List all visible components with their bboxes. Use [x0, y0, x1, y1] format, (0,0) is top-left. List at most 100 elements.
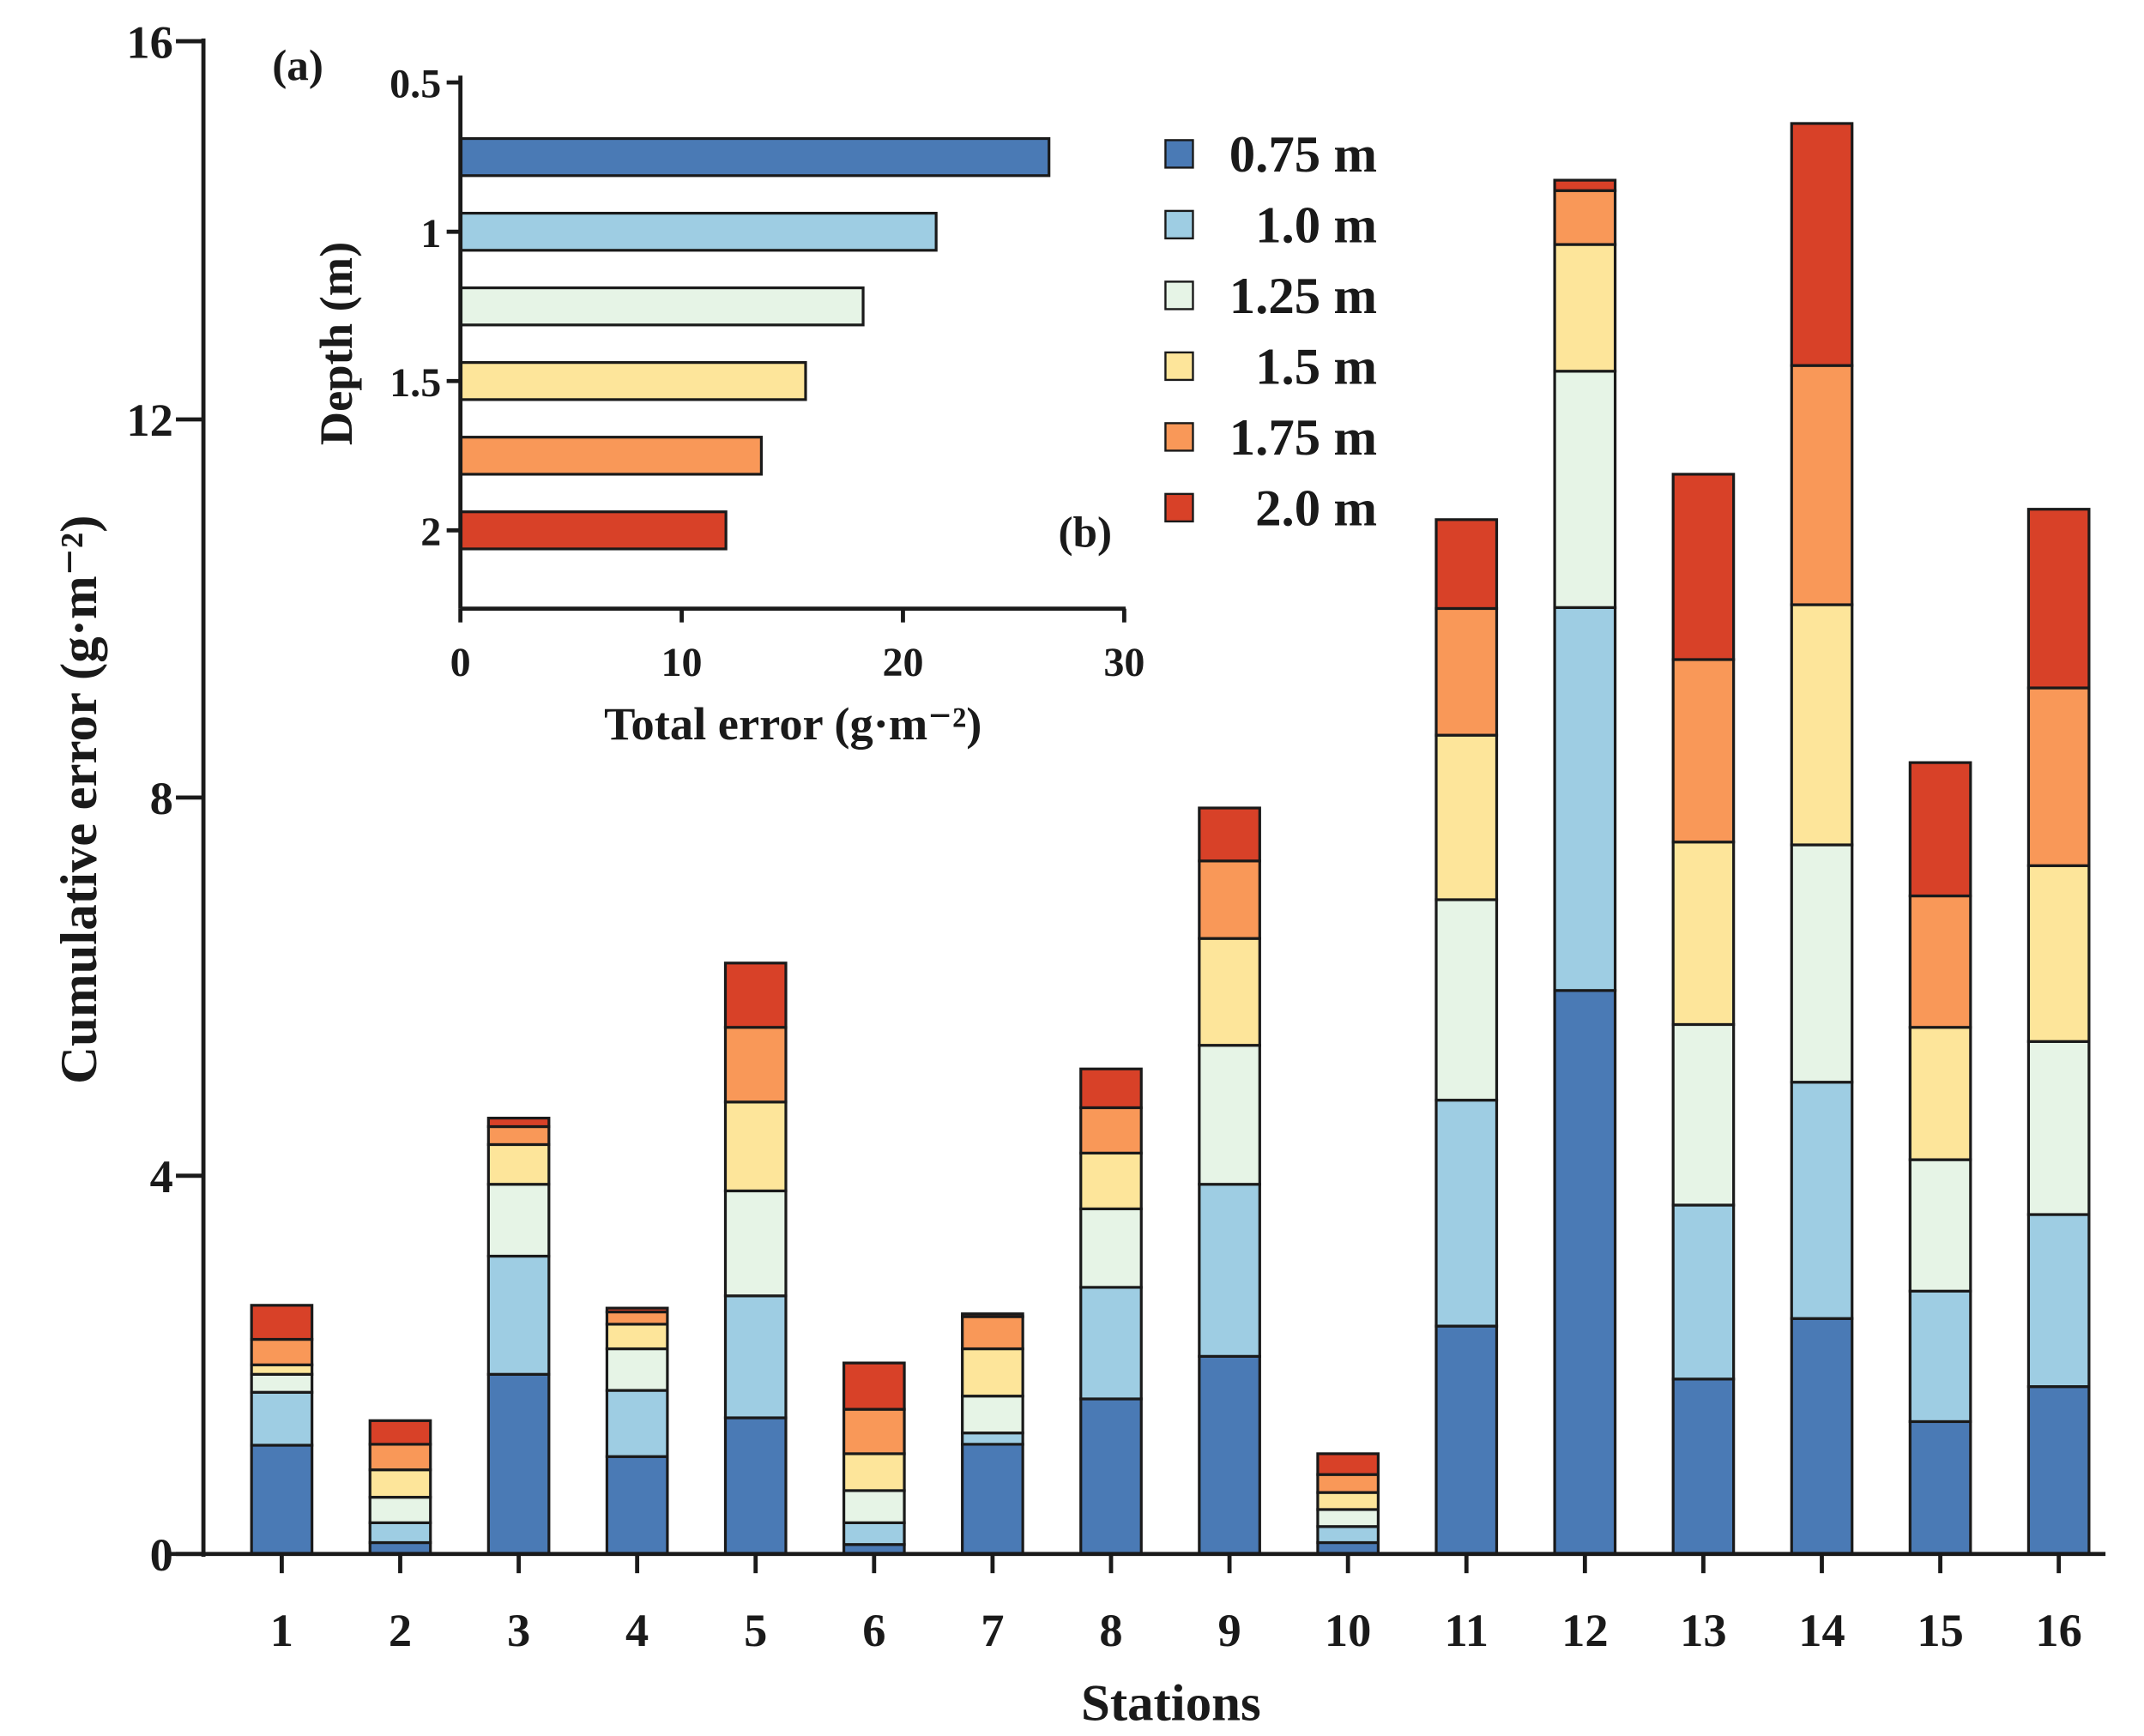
y-tick-label: 16 [126, 15, 172, 68]
x-tick-label: 7 [981, 1604, 1004, 1656]
inset-x-axis-title: Total error (g·m⁻²) [604, 697, 981, 750]
bar-segment-station-11-175m [1434, 606, 1499, 737]
x-tick-label: 2 [389, 1604, 412, 1656]
inset-bar-depth-2 [459, 510, 728, 551]
inset-y-axis-title: Depth (m) [310, 242, 362, 445]
y-axis-title: Cumulative error (g·m⁻²) [51, 515, 108, 1084]
bar-segment-station-12-175m [1553, 189, 1617, 246]
bar-segment-station-3-125m [486, 1183, 551, 1258]
bar-segment-station-6-10m [842, 1521, 906, 1546]
bar-segment-station-11-075m [1434, 1324, 1499, 1556]
bar-segment-station-4-075m [605, 1455, 669, 1556]
bar-segment-station-15-10m [1908, 1289, 1972, 1424]
bar-segment-station-12-10m [1553, 606, 1617, 992]
bar-segment-station-11-10m [1434, 1099, 1499, 1328]
bar-segment-station-1-20m [250, 1304, 314, 1341]
bar-segment-station-10-175m [1316, 1473, 1380, 1494]
x-tick-label: 12 [1561, 1604, 1608, 1656]
bar-segment-station-14-10m [1790, 1081, 1854, 1320]
legend-swatch [1164, 492, 1194, 523]
inset-bar-depth-1.5 [459, 361, 807, 401]
bar-segment-station-9-125m [1198, 1044, 1261, 1186]
x-tick-label: 10 [1325, 1604, 1371, 1656]
x-tick-label: 9 [1217, 1604, 1241, 1656]
bar-segment-station-13-10m [1671, 1203, 1736, 1381]
bar-segment-station-3-075m [486, 1372, 551, 1556]
bar-segment-station-9-10m [1198, 1183, 1261, 1358]
legend-swatch [1164, 422, 1194, 452]
bar-segment-station-3-175m [486, 1124, 551, 1147]
bar-segment-station-15-125m [1908, 1158, 1972, 1293]
bar-segment-station-13-075m [1671, 1377, 1736, 1556]
bar-segment-station-9-20m [1198, 806, 1261, 863]
x-tick-label: 16 [2035, 1604, 2081, 1656]
bar-segment-station-5-15m [723, 1100, 788, 1193]
bar-segment-station-2-20m [368, 1419, 432, 1446]
bar-segment-station-9-15m [1198, 937, 1261, 1047]
bar-segment-station-11-125m [1434, 898, 1499, 1102]
legend: 0.75 m 1.0 m 1.25 m 1.5 m 1.75 m 2.0 m [1164, 126, 1377, 538]
bar-segment-station-10-20m [1316, 1452, 1380, 1476]
bar-segment-station-16-20m [2026, 508, 2091, 690]
y-tick-label: 0 [150, 1528, 173, 1581]
bar-segment-station-16-10m [2026, 1213, 2091, 1389]
bar-segment-station-2-10m [368, 1521, 432, 1545]
x-tick-label: 13 [1680, 1604, 1726, 1656]
bar-segment-station-1-175m [250, 1337, 314, 1366]
legend-swatch [1164, 280, 1194, 310]
bar-segment-station-16-125m [2026, 1040, 2091, 1216]
legend-swatch [1164, 139, 1194, 169]
bar-segment-station-6-20m [842, 1361, 906, 1411]
bar-segment-station-10-125m [1316, 1508, 1380, 1528]
bar-segment-station-14-175m [1790, 364, 1854, 606]
x-tick-label: 8 [1099, 1604, 1122, 1656]
bar-segment-station-14-15m [1790, 603, 1854, 847]
bar-segment-station-12-20m [1553, 178, 1617, 192]
inset-bar-depth-1.75 [459, 436, 764, 476]
x-tick-label: 3 [507, 1604, 530, 1656]
x-tick-label: 14 [1798, 1604, 1845, 1656]
legend-label: 0.75 m [1229, 126, 1377, 184]
legend-label: 1.75 m [1229, 409, 1377, 467]
bar-segment-station-7-075m [961, 1443, 1024, 1556]
x-tick-label: 11 [1445, 1604, 1489, 1656]
inset-bar-depth-1 [459, 211, 938, 252]
bar-segment-station-3-15m [486, 1142, 551, 1186]
inset-x-tick-label: 20 [882, 640, 923, 685]
bar-segment-station-5-20m [723, 961, 788, 1029]
bar-segment-station-13-20m [1671, 473, 1736, 661]
bar-segment-station-12-075m [1553, 989, 1617, 1556]
bar-segment-station-2-15m [368, 1468, 432, 1499]
bar-segment-station-8-125m [1079, 1207, 1143, 1289]
inset-y-tick-label: 0.5 [390, 62, 441, 107]
inset-y-tick-label: 1 [420, 211, 441, 256]
legend-swatch [1164, 209, 1194, 240]
bar-segment-station-16-15m [2026, 864, 2091, 1043]
bar-segment-station-7-20m [961, 1312, 1024, 1318]
bar-segment-station-5-175m [723, 1026, 788, 1104]
bar-segment-station-6-15m [842, 1452, 906, 1492]
bar-segment-station-9-175m [1198, 859, 1261, 940]
bar-segment-station-10-10m [1316, 1525, 1380, 1545]
bar-segment-station-7-175m [961, 1315, 1024, 1351]
x-tick-label: 5 [744, 1604, 767, 1656]
bar-segment-station-8-075m [1079, 1397, 1143, 1556]
inset-bar-depth-1.25 [459, 286, 865, 327]
x-tick-label: 1 [270, 1604, 293, 1656]
bar-segment-station-10-15m [1316, 1491, 1380, 1511]
bar-segment-station-15-175m [1908, 894, 1972, 1029]
bar-segment-station-4-15m [605, 1323, 669, 1351]
inset-bar-depth-0.75 [459, 136, 1051, 178]
bar-segment-station-4-125m [605, 1347, 669, 1392]
bar-segment-station-12-125m [1553, 370, 1617, 609]
legend-label: 1.5 m [1255, 339, 1377, 396]
bar-segment-station-13-175m [1671, 658, 1736, 844]
bar-segment-station-9-075m [1198, 1354, 1261, 1556]
bar-segment-station-4-10m [605, 1389, 669, 1458]
x-tick-label: 6 [862, 1604, 885, 1656]
inset-y-tick-label: 1.5 [390, 360, 441, 406]
bar-segment-station-16-175m [2026, 686, 2091, 867]
bar-segment-station-5-075m [723, 1416, 788, 1556]
bar-segment-station-1-15m [250, 1363, 314, 1376]
